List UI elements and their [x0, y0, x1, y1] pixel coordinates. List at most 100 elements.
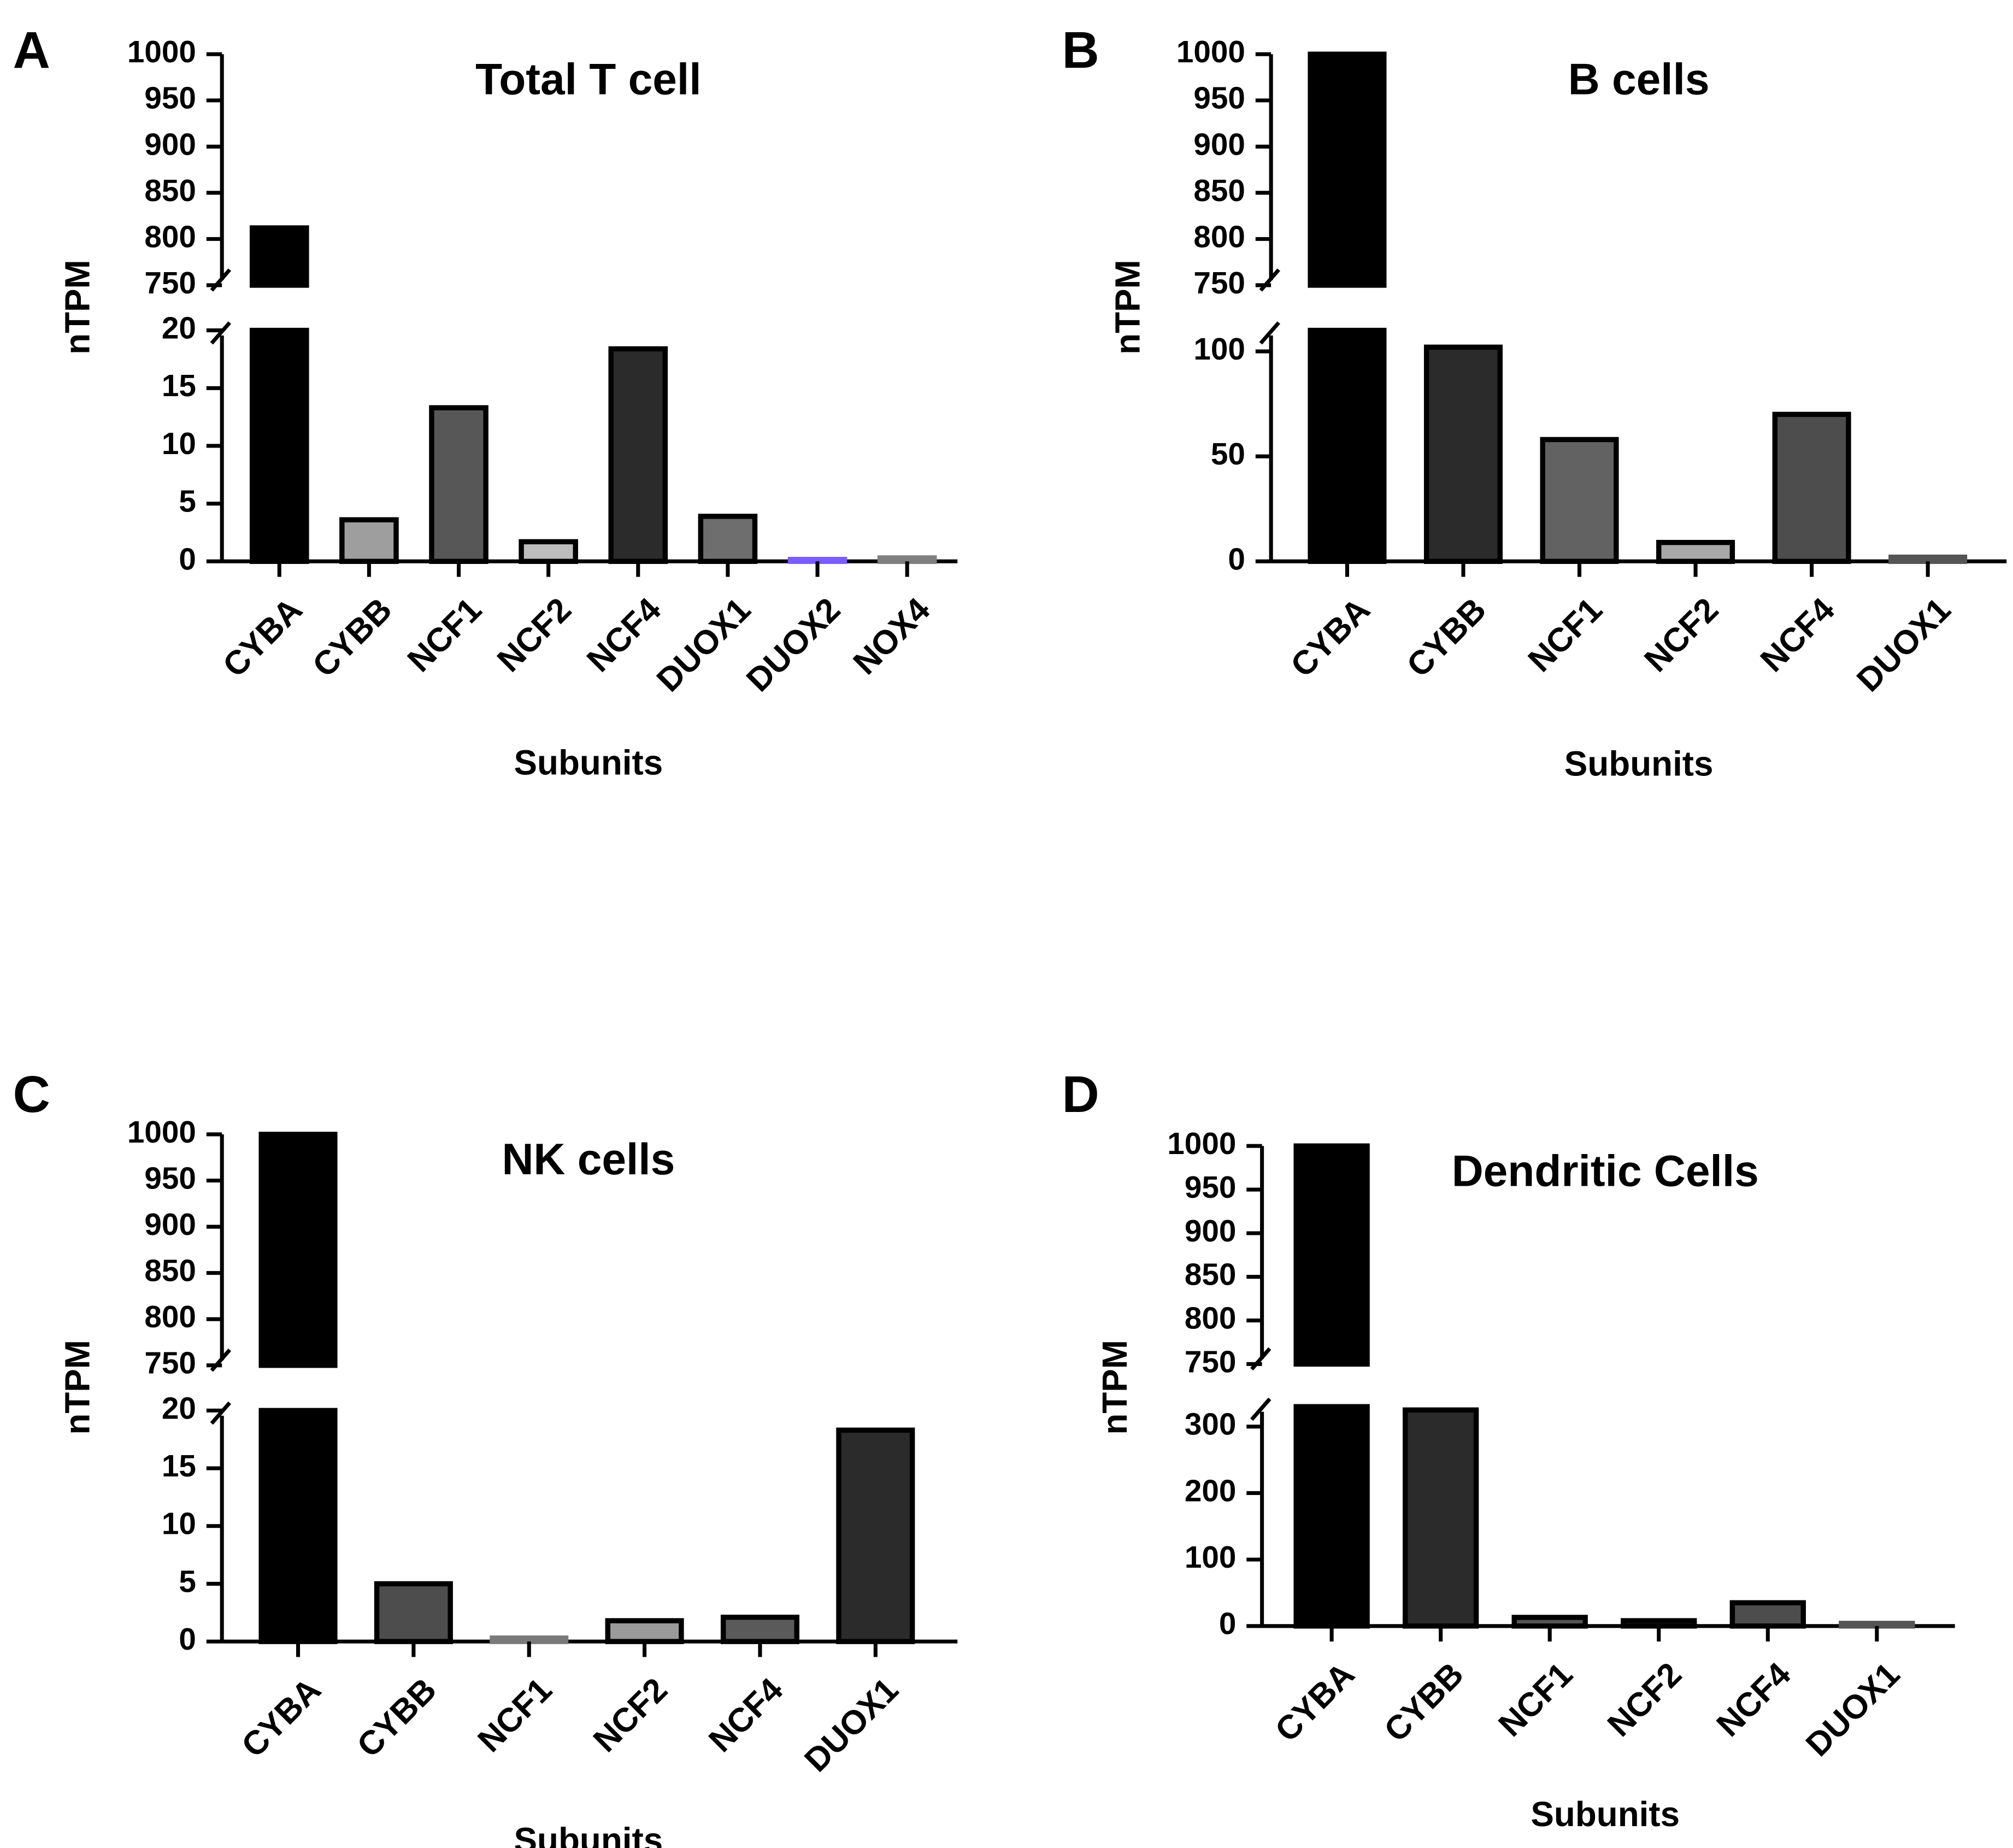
x-category-label: NCF4: [1753, 591, 1842, 679]
y-tick-label: 900: [144, 127, 196, 162]
bar-cyba-upper: [258, 1132, 338, 1368]
x-category-label: CYBB: [305, 591, 399, 685]
x-category-label: NCF1: [401, 591, 489, 679]
y-axis-label: nTPM: [57, 260, 97, 355]
y-tick-label: 100: [1193, 332, 1245, 367]
chart-title: NK cells: [502, 1135, 675, 1184]
y-tick-label: 1000: [127, 1115, 196, 1150]
y-tick-label: 100: [1185, 1540, 1237, 1575]
y-tick-label: 850: [1185, 1258, 1237, 1292]
y-tick-label: 800: [144, 220, 196, 254]
x-category-label: NCF2: [490, 591, 579, 679]
y-tick-label: 10: [162, 1507, 196, 1541]
chart-title: Dendritic Cells: [1452, 1146, 1759, 1196]
y-tick-label: 5: [179, 1564, 196, 1599]
bar-ncf4: [1729, 1600, 1806, 1629]
bar-duox1: [698, 514, 758, 564]
x-category-label: NCF1: [1491, 1655, 1580, 1744]
axis-break-mark: [1259, 321, 1280, 345]
panel-letter: B: [1062, 21, 1099, 79]
y-tick-label: 20: [162, 1391, 196, 1426]
bar-ncf4: [720, 1615, 799, 1644]
x-category-label: NCF4: [1709, 1655, 1798, 1744]
bar-ncf1: [1540, 437, 1619, 564]
y-tick-label: 1000: [1176, 35, 1245, 69]
y-tick-label: 950: [1185, 1170, 1237, 1205]
bar-cyba-lower: [249, 327, 309, 564]
x-category-label: CYBB: [1377, 1655, 1471, 1749]
x-category-label: DUOX1: [1799, 1655, 1907, 1763]
bar-duox1: [836, 1427, 915, 1644]
y-tick-label: 50: [1211, 437, 1245, 472]
bar-ncf4: [608, 346, 668, 564]
x-category-label: NCF2: [1600, 1655, 1689, 1744]
x-category-label: CYBB: [1399, 591, 1493, 685]
axis-break-mark: [210, 1401, 232, 1425]
y-tick-label: 800: [144, 1300, 196, 1334]
x-axis-label: Subunits: [514, 1820, 663, 1848]
chart-panel-b: B B cells Subunits nTPM 750 800 850 900 950 1000 0…: [1062, 21, 2007, 784]
y-tick-label: 900: [144, 1208, 196, 1242]
bar-cyba-upper: [1293, 1143, 1370, 1367]
x-category-label: DUOX1: [650, 591, 758, 699]
y-tick-label: 750: [1185, 1345, 1237, 1379]
y-tick-label: 20: [162, 311, 196, 346]
bar-ncf2: [1656, 540, 1735, 564]
x-category-label: NCF2: [586, 1671, 675, 1759]
axis-break-mark: [210, 321, 232, 345]
x-category-label: NCF1: [470, 1671, 559, 1759]
bar-cyba-lower: [258, 1408, 338, 1644]
x-axis-label: Subunits: [1564, 744, 1714, 784]
y-tick-label: 1000: [1167, 1127, 1236, 1161]
y-tick-label: 300: [1185, 1408, 1237, 1442]
chart-title: B cells: [1568, 55, 1710, 104]
y-axis-label: nTPM: [1108, 260, 1147, 355]
y-tick-label: 900: [1185, 1214, 1237, 1249]
bar-ncf1: [490, 1635, 569, 1644]
y-tick-label: 0: [179, 542, 196, 576]
y-axis-label: nTPM: [57, 1340, 97, 1435]
x-category-label: NCF2: [1637, 591, 1726, 679]
y-tick-label: 750: [144, 1346, 196, 1381]
y-tick-label: 850: [1193, 174, 1245, 208]
x-category-label: CYBA: [1284, 591, 1378, 685]
x-category-label: CYBA: [216, 591, 310, 685]
panel-letter: C: [13, 1066, 50, 1123]
y-tick-label: 5: [179, 485, 196, 519]
chart-panel-c: C NK cells Subunits nTPM 750 800 850 900 950 1000…: [13, 1066, 958, 1848]
x-category-label: CYBB: [350, 1671, 444, 1765]
bar-ncf2: [605, 1618, 684, 1644]
bar-duox2: [787, 557, 847, 564]
y-tick-label: 850: [144, 174, 196, 208]
y-tick-label: 1000: [127, 35, 196, 69]
y-tick-label: 0: [1228, 542, 1245, 576]
y-tick-label: 200: [1185, 1474, 1237, 1508]
bar-ncf4: [1772, 411, 1851, 564]
y-tick-label: 900: [1193, 127, 1245, 162]
chart-title: Total T cell: [475, 55, 701, 104]
bar-cybb: [339, 517, 399, 564]
panel-letter: A: [13, 21, 50, 79]
bar-cyba-lower: [1293, 1404, 1370, 1629]
bar-cyba-lower: [1308, 327, 1387, 564]
x-category-label: CYBA: [234, 1671, 328, 1765]
chart-panel-a: A Total T cell Subunits nTPM 750 800 850 900 950…: [13, 21, 958, 782]
y-tick-label: 0: [1219, 1607, 1237, 1641]
x-category-label: DUOX1: [797, 1671, 905, 1779]
bar-duox1: [1888, 554, 1968, 564]
y-tick-label: 950: [144, 81, 196, 116]
bar-ncf1: [1511, 1615, 1588, 1629]
y-tick-label: 800: [1193, 220, 1245, 254]
y-tick-label: 950: [144, 1161, 196, 1196]
y-tick-label: 10: [162, 427, 196, 461]
x-category-label: DUOX2: [739, 591, 847, 699]
bar-duox1: [1839, 1621, 1915, 1629]
y-tick-label: 750: [144, 266, 196, 301]
x-category-label: NCF4: [702, 1671, 790, 1759]
panel-letter: D: [1062, 1066, 1099, 1123]
y-tick-label: 950: [1193, 81, 1245, 116]
bar-ncf2: [1621, 1618, 1697, 1629]
axis-break-mark: [1250, 1397, 1272, 1421]
bar-cybb: [1423, 344, 1503, 564]
